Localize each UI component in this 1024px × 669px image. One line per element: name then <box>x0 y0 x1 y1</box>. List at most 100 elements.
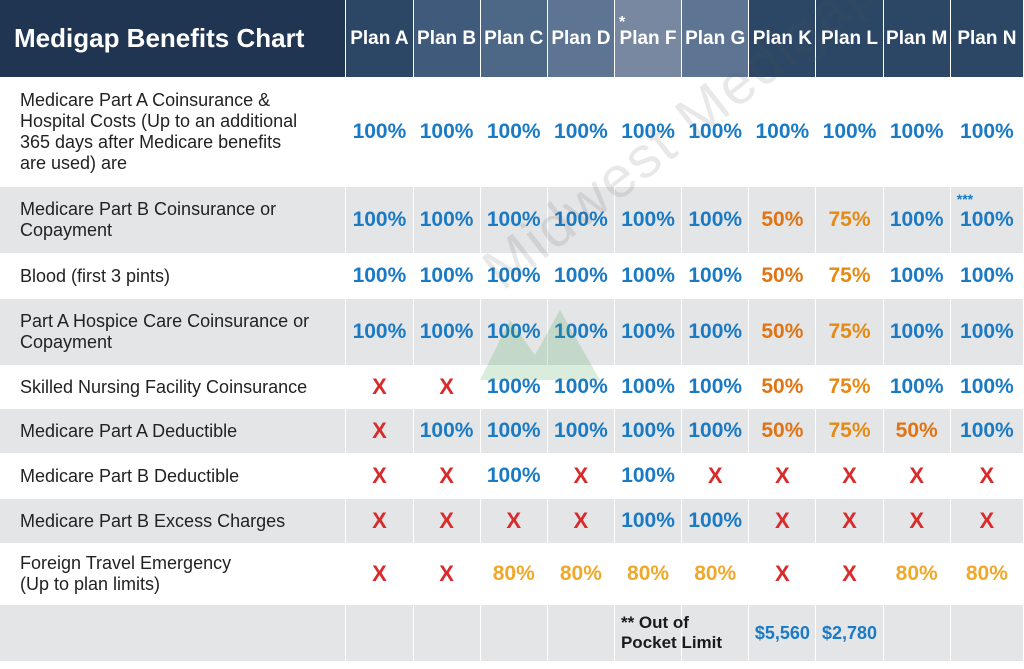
benefit-value: 100% <box>614 299 683 365</box>
benefit-value: X <box>547 453 615 499</box>
value-text: X <box>775 561 790 586</box>
value-text: 100% <box>486 375 541 398</box>
benefit-value: 100% <box>547 77 615 187</box>
value-text: 100% <box>419 120 474 143</box>
benefit-value: 100% <box>883 77 951 187</box>
benefit-value: 100% <box>681 499 750 543</box>
oop-plan-k: $5,560 <box>748 605 817 661</box>
value-text: 100% <box>554 419 608 442</box>
value-text: X <box>707 463 723 488</box>
value-text: 75% <box>828 419 871 442</box>
plan-header: Plan N <box>950 0 1024 77</box>
value-text: X <box>372 561 387 586</box>
benefit-value: 100% <box>883 299 951 365</box>
benefit-value: *** 100% <box>950 187 1024 253</box>
benefit-value: X <box>815 543 884 605</box>
value-text: 100% <box>419 264 474 287</box>
value-text: 100% <box>688 419 743 442</box>
value-text: 75% <box>828 375 871 398</box>
benefit-value: 100% <box>614 187 683 253</box>
benefit-value: 100% <box>883 253 951 299</box>
benefit-label: Medicare Part B Deductible <box>0 453 347 499</box>
value-text: 50% <box>761 375 804 398</box>
out-of-pocket-row: ** Out of Pocket Limit $5,560 $2,780 <box>0 605 1024 661</box>
value-text: 100% <box>419 208 474 231</box>
value-text: X <box>506 508 522 533</box>
benefit-value: 50% <box>748 299 817 365</box>
benefit-label: Medicare Part B Excess Charges <box>0 499 347 543</box>
value-text: X <box>573 508 589 533</box>
benefit-value: 100% <box>950 365 1024 409</box>
benefit-value: 100% <box>345 253 414 299</box>
benefit-value: 100% <box>748 77 817 187</box>
value-text: 100% <box>960 264 1014 287</box>
benefit-value: X <box>883 499 951 543</box>
benefit-value: 80% <box>547 543 615 605</box>
benefit-value: 100% <box>547 187 615 253</box>
value-text: X <box>842 463 857 488</box>
value-text: 100% <box>889 375 944 398</box>
value-text: 100% <box>486 120 541 143</box>
value-text: X <box>909 463 925 488</box>
plan-header: Plan G <box>681 0 750 77</box>
value-text: 100% <box>621 320 675 343</box>
value-text: X <box>979 508 995 533</box>
benefit-value: 100% <box>883 187 951 253</box>
value-text: 80% <box>627 562 670 585</box>
benefit-value: 80% <box>883 543 951 605</box>
value-text: 50% <box>761 320 804 343</box>
value-text: 100% <box>621 375 675 398</box>
value-text: 100% <box>486 264 541 287</box>
value-text: 100% <box>352 208 407 231</box>
oop-label-line1: ** Out of <box>620 613 689 632</box>
benefit-value: 100% <box>345 187 414 253</box>
benefit-value: 80% <box>950 543 1024 605</box>
value-text: 100% <box>554 208 608 231</box>
benefit-value: 100% <box>413 409 481 453</box>
value-text: 50% <box>761 208 804 231</box>
benefit-value: X <box>413 543 481 605</box>
benefit-value: X <box>345 365 414 409</box>
value-text: X <box>909 508 925 533</box>
value-text: 100% <box>889 264 944 287</box>
benefit-value: X <box>815 499 884 543</box>
benefit-value: X <box>883 453 951 499</box>
benefit-value: 75% <box>815 365 884 409</box>
empty-cell <box>681 605 750 661</box>
value-text: 100% <box>554 120 608 143</box>
oop-label-line2: Pocket Limit <box>620 633 723 652</box>
value-text: X <box>842 561 857 586</box>
benefit-value: X <box>480 499 548 543</box>
benefit-value: 100% <box>345 299 414 365</box>
empty-cell <box>0 605 347 661</box>
value-text: X <box>775 508 790 533</box>
value-text: 100% <box>755 120 810 143</box>
value-text: 100% <box>688 509 743 532</box>
value-text: X <box>439 374 454 399</box>
benefit-value: 100% <box>681 299 750 365</box>
benefit-value: 100% <box>480 187 548 253</box>
benefit-value: 100% <box>547 365 615 409</box>
value-text: 100% <box>621 509 675 532</box>
benefit-row: Foreign Travel Emergency (Up to plan lim… <box>0 543 1024 605</box>
benefit-value: X <box>345 499 414 543</box>
value-text: 80% <box>492 562 535 585</box>
value-text: 80% <box>895 562 938 585</box>
benefit-value: 100% <box>614 253 683 299</box>
benefit-value: 100% <box>681 253 750 299</box>
benefit-value: 100% <box>883 365 951 409</box>
value-text: 100% <box>960 419 1014 442</box>
chart-title: Medigap Benefits Chart <box>0 0 347 77</box>
benefit-value: 80% <box>614 543 683 605</box>
value-text: 100% <box>688 264 743 287</box>
value-text: 100% <box>822 120 877 143</box>
value-text: 50% <box>761 264 804 287</box>
benefit-label: Medicare Part B Coinsurance or Copayment <box>0 187 347 253</box>
value-text: 100% <box>352 120 407 143</box>
benefit-value: 50% <box>748 187 817 253</box>
benefit-value: X <box>681 453 750 499</box>
benefit-value: 50% <box>748 365 817 409</box>
benefit-value: 100% <box>413 299 481 365</box>
benefit-value: 100% <box>614 365 683 409</box>
value-text: 100% <box>889 120 944 143</box>
